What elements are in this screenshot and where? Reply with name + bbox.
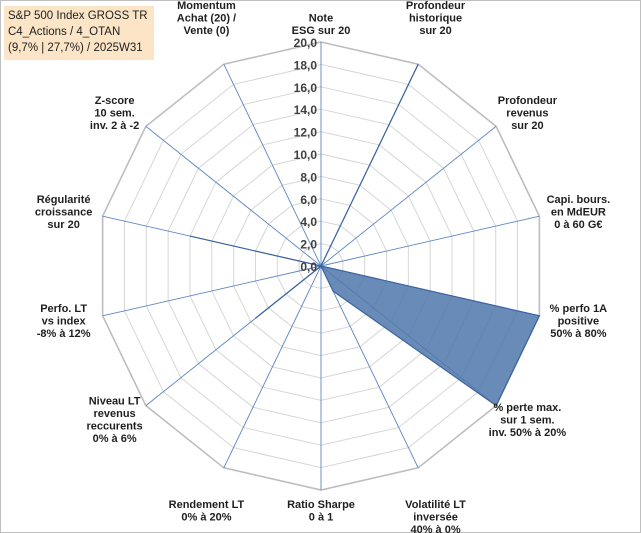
axis-label-1-line-1: historique — [409, 13, 462, 25]
axis-label-7-line-0: Ratio Sharpe — [287, 499, 355, 511]
axis-label-4-line-0: % perfo 1A — [550, 303, 608, 315]
tick-label-3: 6,0 — [300, 193, 317, 207]
axis-label-7-line-1: 0 à 1 — [309, 512, 333, 524]
axis-label-9-line-0: Niveau LT — [89, 396, 141, 408]
axis-label-5: % perte max.sur 1 sem.inv. 50% à 20% — [489, 402, 567, 439]
series-area — [189, 63, 541, 407]
axis-label-2-line-0: Profondeur — [498, 95, 558, 107]
tick-label-1: 2,0 — [300, 238, 317, 252]
axis-label-0-line-1: ESG sur 20 — [292, 25, 351, 37]
tick-label-9: 18,0 — [294, 58, 318, 72]
tick-label-4: 8,0 — [300, 170, 317, 184]
title-line-2: C4_Actions / 4_OTAN — [8, 26, 121, 38]
axis-label-10-line-2: -8% à 12% — [37, 328, 91, 340]
tick-label-6: 12,0 — [294, 126, 318, 140]
axis-label-5-line-2: inv. 50% à 20% — [489, 427, 567, 439]
axis-label-11-line-0: Régularité — [37, 194, 91, 206]
axis-label-3-line-2: 0 à 60 G€ — [554, 219, 602, 231]
tick-label-7: 14,0 — [294, 103, 318, 117]
axis-label-8-line-1: 0% à 20% — [181, 512, 231, 524]
axis-label-12-line-0: Z-score — [95, 95, 135, 107]
spoke-3 — [320, 215, 540, 267]
axis-label-13-line-2: Vente (0) — [184, 25, 230, 37]
axis-label-6-line-2: 40% à 0% — [410, 524, 460, 533]
axis-label-3-line-1: en MdEUR — [551, 206, 606, 218]
tick-label-0: 0,0 — [300, 260, 317, 274]
axis-label-6-line-1: inversée — [413, 512, 458, 524]
axis-label-9-line-1: revenus — [93, 408, 135, 420]
axis-label-0-line-0: Note — [309, 13, 333, 25]
axis-label-5-line-1: sur 1 sem. — [500, 414, 554, 426]
axis-label-13-line-1: Achat (20) / — [177, 13, 236, 25]
axis-label-11-line-1: croissance — [35, 206, 92, 218]
axis-label-8: Rendement LT0% à 20% — [169, 499, 245, 524]
tick-label-5: 10,0 — [294, 148, 318, 162]
axis-label-3-line-0: Capi. bours. — [547, 194, 611, 206]
axis-label-4-line-2: 50% à 80% — [550, 328, 606, 340]
axis-label-1-line-0: Profondeur — [406, 0, 466, 12]
tick-label-8: 16,0 — [294, 81, 318, 95]
axis-label-6-line-0: Volatilité LT — [405, 499, 466, 511]
axis-label-1-line-2: sur 20 — [419, 25, 451, 37]
radar-series — [189, 63, 541, 407]
spoke-10 — [102, 265, 322, 317]
axis-label-8-line-0: Rendement LT — [169, 499, 245, 511]
radar-tick-labels: 0,0 2,0 4,0 6,0 8,0 10,0 12,0 14,0 16,0 18,0 20,0 — [294, 36, 318, 274]
title-line-3: (9,7% | 27,7%) / 2025W31 — [8, 42, 143, 54]
tick-label-10: 20,0 — [294, 36, 318, 50]
spoke-2 — [320, 125, 497, 267]
spoke-6 — [320, 265, 419, 469]
spoke-8 — [223, 265, 322, 469]
title-line-1: S&P 500 Index GROSS TR — [8, 10, 148, 22]
axis-label-10-line-0: Perfo. LT — [40, 303, 87, 315]
axis-label-2-line-1: revenus — [506, 108, 548, 120]
axis-label-9-line-2: reccurents — [86, 421, 142, 433]
spoke-13 — [223, 63, 322, 267]
chart-title-box: S&P 500 Index GROSS TR C4_Actions / 4_OT… — [4, 6, 154, 60]
tick-label-2: 4,0 — [300, 215, 317, 229]
spoke-12 — [145, 125, 322, 267]
axis-label-13-line-0: Momentum — [177, 0, 236, 12]
axis-label-12-line-1: 10 sem. — [94, 108, 134, 120]
axis-label-9-line-3: 0% à 6% — [93, 433, 137, 445]
axis-label-5-line-0: % perte max. — [493, 402, 561, 414]
axis-label-4-line-1: positive — [558, 316, 600, 328]
axis-label-12-line-2: inv. 2 à -2 — [90, 120, 139, 132]
axis-label-11-line-2: sur 20 — [47, 219, 79, 231]
axis-label-2-line-2: sur 20 — [511, 120, 543, 132]
axis-label-10-line-1: vs index — [42, 316, 87, 328]
